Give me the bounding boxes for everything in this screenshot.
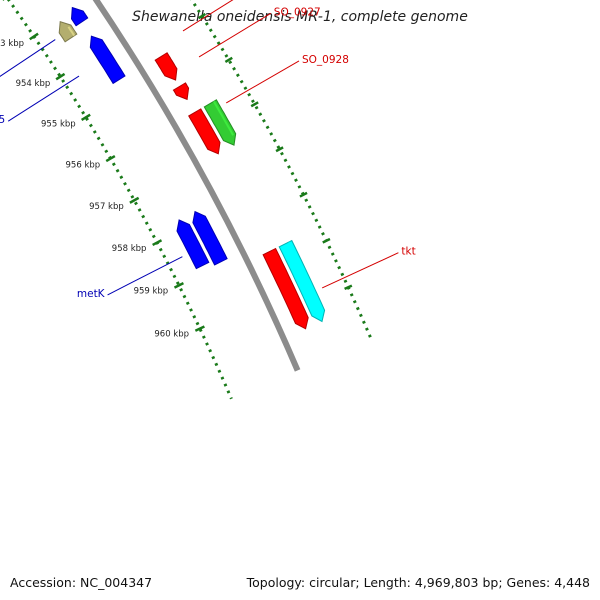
tick-label: 957 kbp [89,202,124,212]
label-leader-line [321,252,399,289]
minor-tick [275,146,284,153]
gene-feature[interactable] [172,82,190,101]
major-tick [173,282,184,289]
gene-feature-highlight [79,12,87,21]
minor-tick [344,284,353,291]
tick-label: 960 kbp [154,330,189,340]
gene-feature-highlight [212,100,234,136]
gene-feature[interactable] [176,219,210,270]
label-leader-line [107,256,183,296]
gene-feature-highlight [197,109,219,145]
major-tick [194,325,205,332]
tick-label: 958 kbp [112,244,147,254]
major-tick [105,154,116,163]
gene-feature-highlight [163,53,176,71]
tick-label: 953 kbp [0,39,24,49]
gene-feature[interactable] [262,247,309,330]
minor-tick [197,12,207,20]
gene-label[interactable]: metK [77,288,106,300]
genome-backbone [92,0,301,372]
gene-label[interactable]: SO_0927 [274,6,321,18]
tick-label: 954 kbp [16,79,51,89]
gene-feature[interactable] [89,35,126,85]
label-leader-line [7,75,80,122]
accession-text: Accession: NC_004347 [10,575,153,590]
gene-feature[interactable] [192,210,228,266]
gene-label[interactable]: SO_0928 [302,54,349,66]
gene-feature-highlight [201,217,226,261]
gene-feature[interactable] [188,108,221,155]
label-layer: SO_0920SO_0922SO_0924SO_0923SO_0925SO_09… [0,0,416,300]
major-tick [129,196,140,204]
inner-tick-ring [6,0,233,400]
minor-tick [224,56,233,64]
label-leader-line [198,12,272,58]
gene-feature[interactable] [203,99,237,146]
gene-feature-highlight [288,241,323,312]
gene-feature[interactable] [58,21,78,43]
genome-title: Shewanella oneidensis MR-1, complete gen… [132,9,468,25]
gene-feature-highlight [272,249,307,320]
minor-tick [322,237,331,244]
tick-label: 955 kbp [41,120,76,130]
feature-layer [58,6,326,330]
gene-feature[interactable] [154,52,178,81]
label-leader-line [0,39,56,77]
tick-label: 956 kbp [66,161,101,171]
gene-feature[interactable] [70,6,89,27]
major-tick [152,239,163,247]
topology-text: Topology: circular; Length: 4,969,803 bp… [246,575,590,590]
major-tick [55,72,66,81]
label-leader-line [225,60,300,104]
gene-feature-highlight [185,225,207,265]
major-tick [80,113,91,121]
outer-tick-ring [189,0,373,340]
label-leader-line [182,0,234,32]
minor-tick [299,191,308,198]
gene-label[interactable]: tkt [401,246,415,258]
gene-feature-highlight [182,83,187,91]
major-tick [29,32,39,41]
minor-tick [250,101,259,108]
gene-feature-highlight [67,26,76,37]
gene-feature-highlight [98,40,124,79]
gene-feature[interactable] [278,239,326,323]
gene-label[interactable]: SO_0925 [0,114,5,126]
tick-label: 959 kbp [134,287,169,297]
